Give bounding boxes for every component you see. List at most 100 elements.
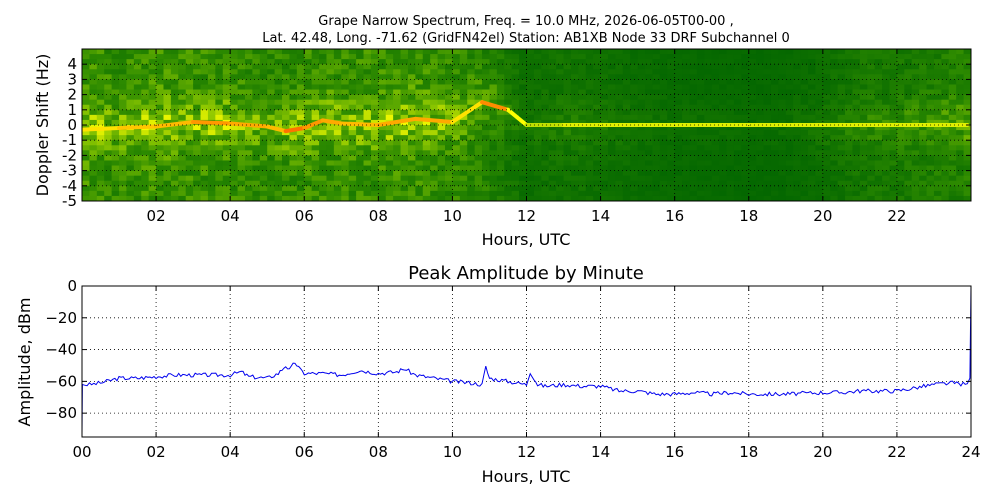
spectrogram-cell bbox=[200, 160, 209, 167]
spectrogram-cell bbox=[585, 69, 594, 75]
spectrogram-cell bbox=[689, 74, 698, 80]
spectrogram-cell bbox=[963, 114, 971, 121]
spectrogram-cell bbox=[400, 69, 409, 75]
spectrogram-cell bbox=[911, 54, 920, 60]
spectrogram-cell bbox=[200, 125, 209, 131]
spectrogram-cell bbox=[622, 165, 631, 172]
spectrogram-cell bbox=[904, 94, 913, 101]
spectrogram-cell bbox=[156, 155, 165, 162]
amplitude-x-axis-label: Hours, UTC bbox=[482, 467, 571, 486]
spectrogram-cell bbox=[741, 135, 750, 141]
spectrogram-cell bbox=[252, 150, 261, 156]
spectrogram-cell bbox=[482, 84, 491, 91]
spectrogram-cell bbox=[556, 109, 565, 116]
spectrogram-cell bbox=[630, 160, 639, 167]
x-tick-label: 00 bbox=[72, 443, 91, 461]
spectrogram-cell bbox=[941, 195, 950, 201]
spectrogram-cell bbox=[541, 74, 550, 80]
spectrogram-cell bbox=[637, 165, 646, 172]
spectrogram-cell bbox=[556, 170, 565, 177]
spectrogram-cell bbox=[711, 170, 720, 177]
spectrogram-cell bbox=[452, 49, 461, 55]
spectrogram-cell bbox=[659, 59, 668, 65]
spectrogram-cell bbox=[756, 195, 765, 201]
amplitude-chart-title: Peak Amplitude by Minute bbox=[408, 263, 644, 284]
x-tick-label: 08 bbox=[369, 207, 388, 225]
spectrogram-cell bbox=[830, 89, 839, 96]
spectrogram-cell bbox=[645, 165, 654, 172]
spectrogram-cell bbox=[378, 79, 387, 86]
spectrogram-cell bbox=[282, 59, 291, 65]
spectrogram-cell bbox=[341, 175, 350, 182]
spectrogram-cell bbox=[200, 59, 209, 65]
spectrogram-cell bbox=[148, 185, 157, 192]
spectrogram-cell bbox=[652, 135, 661, 141]
spectrogram-cell bbox=[556, 99, 565, 106]
spectrogram-cell bbox=[170, 175, 179, 182]
spectrogram-cell bbox=[282, 49, 291, 55]
spectrogram-cell bbox=[763, 79, 772, 86]
spectrogram-cell bbox=[926, 79, 935, 86]
spectrogram-cell bbox=[785, 155, 794, 162]
spectrogram-cell bbox=[615, 69, 624, 75]
spectrogram-cell bbox=[222, 54, 231, 60]
spectrogram-cell bbox=[311, 114, 320, 121]
spectrogram-cell bbox=[815, 160, 824, 167]
spectrogram-cell bbox=[741, 145, 750, 151]
spectrogram-cell bbox=[578, 74, 587, 80]
spectrogram-cell bbox=[867, 104, 876, 111]
spectrogram-cell bbox=[711, 54, 720, 60]
spectrogram-cell bbox=[926, 84, 935, 91]
spectrogram-cell bbox=[230, 185, 239, 192]
spectrogram-cell bbox=[415, 190, 424, 197]
spectrogram-cell bbox=[282, 155, 291, 162]
spectrogram-cell bbox=[585, 64, 594, 70]
spectrogram-cell bbox=[230, 160, 239, 167]
spectrogram-cell bbox=[445, 54, 454, 60]
spectrogram-cell bbox=[482, 140, 491, 146]
spectrogram-cell bbox=[778, 195, 787, 201]
spectrogram-cell bbox=[719, 180, 728, 187]
spectrogram-cell bbox=[889, 54, 898, 60]
spectrogram-cell bbox=[215, 104, 224, 111]
spectrogram-cell bbox=[459, 69, 468, 75]
spectrogram-cell bbox=[400, 114, 409, 121]
spectrogram-cell bbox=[156, 69, 165, 75]
spectrogram-cell bbox=[896, 180, 905, 187]
spectrogram-cell bbox=[430, 170, 439, 177]
spectrogram-cell bbox=[482, 165, 491, 172]
spectrogram-cell bbox=[645, 185, 654, 192]
spectrogram-cell bbox=[770, 114, 779, 121]
spectrogram-cell bbox=[452, 130, 461, 136]
spectrogram-cell bbox=[808, 64, 817, 70]
spectrogram-cell bbox=[808, 155, 817, 162]
spectrogram-cell bbox=[630, 109, 639, 116]
spectrogram-cell bbox=[963, 140, 971, 146]
spectrogram-cell bbox=[541, 109, 550, 116]
spectrogram-cell bbox=[215, 64, 224, 70]
spectrogram-cell bbox=[385, 130, 394, 136]
spectrogram-cell bbox=[259, 155, 268, 162]
spectrogram-cell bbox=[815, 155, 824, 162]
spectrogram-cell bbox=[733, 49, 742, 55]
spectrogram-cell bbox=[800, 170, 809, 177]
spectrogram-cell bbox=[911, 145, 920, 151]
spectrogram-cell bbox=[711, 109, 720, 116]
spectrogram-cell bbox=[711, 155, 720, 162]
spectrogram-cell bbox=[252, 170, 261, 177]
spectrogram-cell bbox=[452, 69, 461, 75]
spectrogram-cell bbox=[696, 170, 705, 177]
spectrogram-cell bbox=[489, 170, 498, 177]
spectrogram-cell bbox=[822, 170, 831, 177]
spectrogram-cell bbox=[363, 160, 372, 167]
amplitude-y-ticks: −80−60−40−200 bbox=[45, 277, 971, 422]
spectrogram-cell bbox=[637, 125, 646, 131]
spectrogram-cell bbox=[837, 59, 846, 65]
spectrogram-cell bbox=[778, 49, 787, 55]
spectrogram-cell bbox=[704, 84, 713, 91]
spectrogram-cell bbox=[793, 89, 802, 96]
spectrogram-cell bbox=[244, 155, 253, 162]
spectrogram-cell bbox=[570, 130, 579, 136]
spectrogram-cell bbox=[163, 140, 172, 146]
spectrogram-cell bbox=[230, 155, 239, 162]
